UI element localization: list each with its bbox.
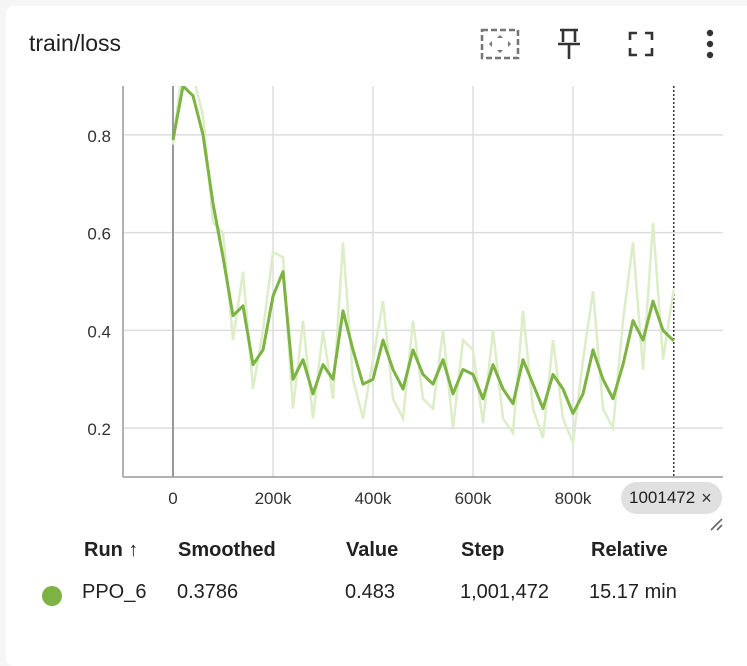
more-vert-icon xyxy=(706,29,714,59)
legend-step-value: 1,001,472 xyxy=(460,581,549,603)
series-raw-line xyxy=(171,86,675,448)
cursor-step-badge[interactable]: 1001472 × xyxy=(621,482,722,514)
legend-header-smoothed: Smoothed xyxy=(178,539,276,561)
card-title: train/loss xyxy=(29,30,122,56)
fullscreen-button[interactable] xyxy=(621,24,661,64)
y-tick-label: 0.2 xyxy=(87,420,111,439)
y-tick-label: 0.6 xyxy=(87,225,111,244)
x-tick-label: 400k xyxy=(355,489,392,508)
fit-domain-icon xyxy=(480,28,520,60)
x-tick-label: 0 xyxy=(168,489,177,508)
x-tick-label: 200k xyxy=(255,489,292,508)
legend-relative-value: 15.17 min xyxy=(589,581,677,603)
legend-header-value: Value xyxy=(346,539,399,561)
pin-button[interactable] xyxy=(549,24,589,64)
cursor-step-label: 1001472 xyxy=(629,488,696,507)
fullscreen-icon xyxy=(628,31,654,57)
chart-grid xyxy=(123,86,723,477)
chart-tick-labels: 0.2 0.4 0.6 0.8 0 200k 400k 600k 800k xyxy=(87,127,592,508)
chart-series xyxy=(171,86,675,448)
pin-icon xyxy=(558,28,580,59)
more-button[interactable] xyxy=(690,24,730,64)
loss-chart[interactable]: 0.2 0.4 0.6 0.8 0 200k 400k 600k 800k xyxy=(0,0,747,520)
legend-header-run[interactable]: Run ↑ xyxy=(84,539,139,561)
close-icon[interactable]: × xyxy=(701,488,712,508)
y-tick-label: 0.4 xyxy=(87,322,111,341)
resize-handle-icon[interactable] xyxy=(708,516,724,532)
y-tick-label: 0.8 xyxy=(87,127,111,146)
x-tick-label: 600k xyxy=(455,489,492,508)
x-tick-label: 800k xyxy=(555,489,592,508)
series-smoothed-line xyxy=(171,86,675,415)
fit-domain-button[interactable] xyxy=(480,24,520,64)
legend-header-relative: Relative xyxy=(591,539,668,561)
legend-raw-value: 0.483 xyxy=(345,581,396,603)
legend-header-step: Step xyxy=(461,539,505,561)
legend-run-name: PPO_6 xyxy=(82,581,147,603)
legend-smoothed-value: 0.3786 xyxy=(177,581,239,603)
chart-axes xyxy=(122,86,723,478)
run-color-swatch xyxy=(42,586,62,606)
